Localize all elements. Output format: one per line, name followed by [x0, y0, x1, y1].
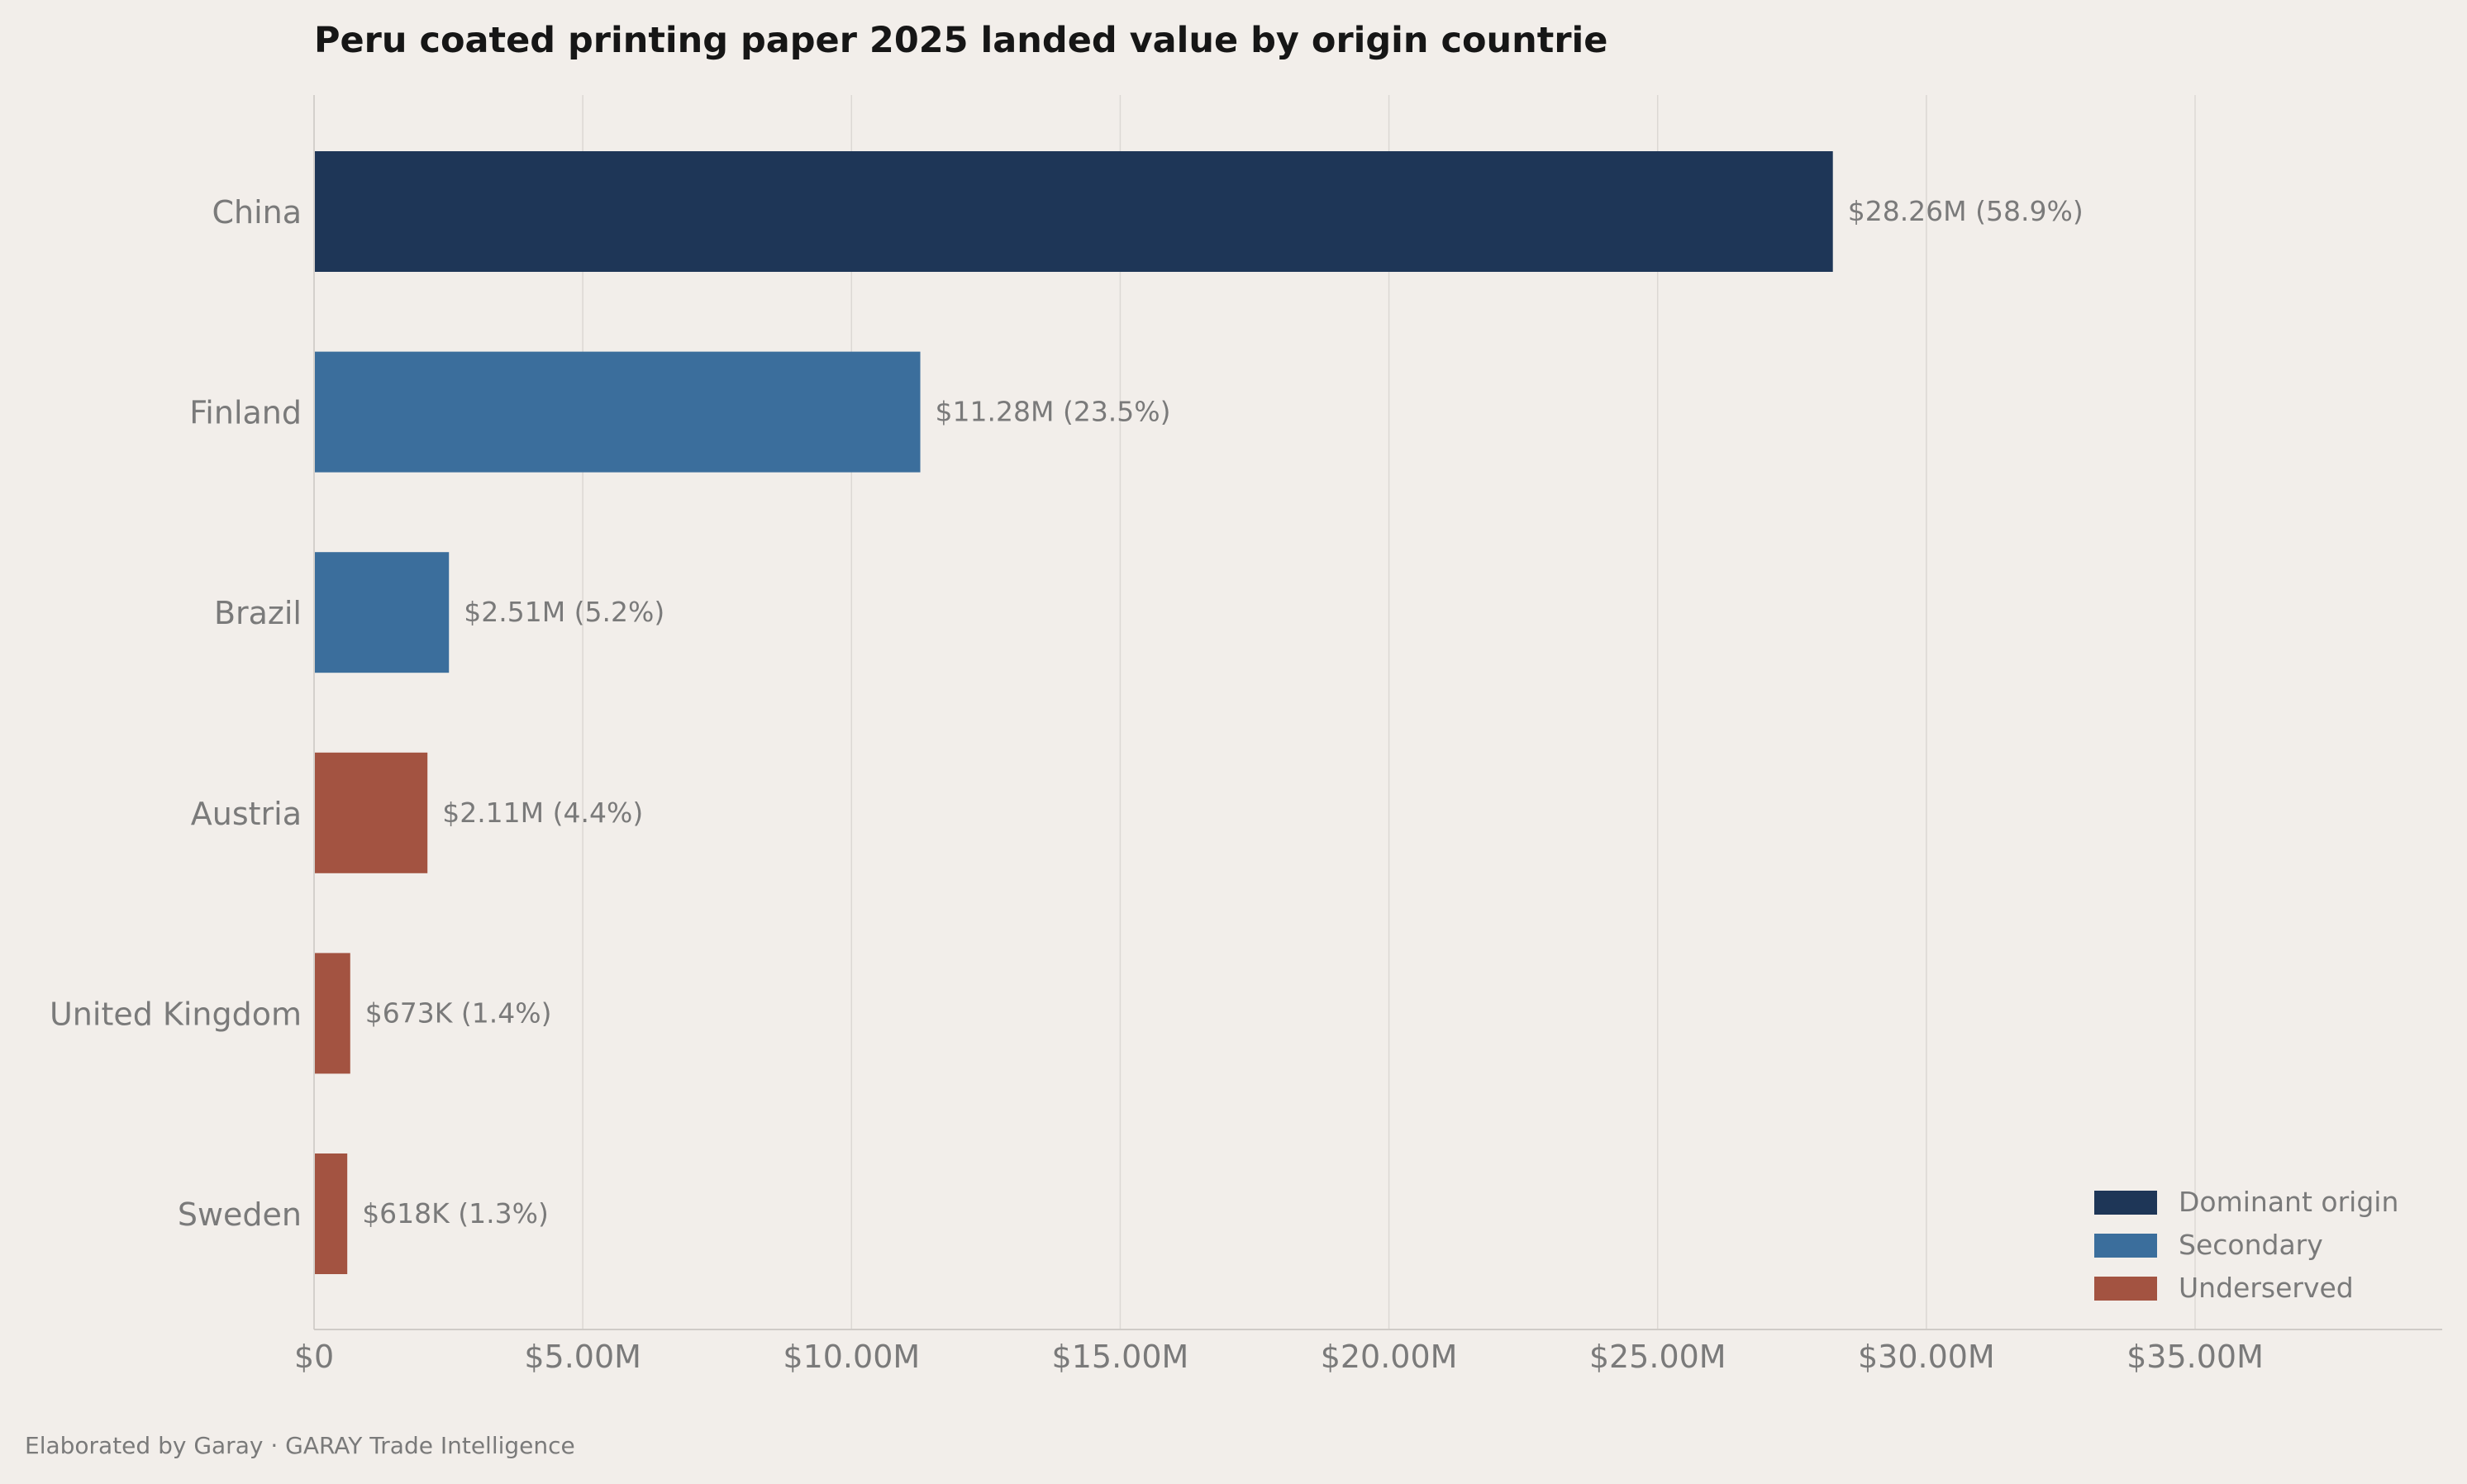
category-label: Austria	[191, 796, 302, 832]
x-tick-labels: $0 $5.00M $10.00M $15.00M $20.00M $25.00M $30.…	[294, 1339, 2264, 1375]
chart-title: Peru coated printing paper 2025 landed v…	[314, 20, 1607, 61]
value-label: $2.11M (4.4%)	[442, 797, 643, 829]
category-label: China	[212, 194, 302, 231]
bar-china	[314, 151, 1833, 272]
category-label: Sweden	[178, 1196, 302, 1233]
value-label: $11.28M (23.5%)	[936, 396, 1171, 428]
bar-sweden	[314, 1153, 348, 1274]
axes	[313, 95, 2442, 1330]
value-label: $618K (1.3%)	[362, 1197, 549, 1230]
legend-label: Secondary	[2179, 1229, 2323, 1261]
category-label: Finland	[189, 395, 302, 431]
legend-swatch	[2094, 1277, 2157, 1301]
category-label: Brazil	[214, 595, 302, 631]
footer-credit: Elaborated by Garay · GARAY Trade Intell…	[25, 1432, 575, 1459]
category-labels: China Finland Brazil Austria United Kingdom S…	[50, 194, 302, 1233]
legend-label: Underserved	[2179, 1272, 2354, 1304]
x-tick-label: $0	[294, 1339, 334, 1375]
legend: Dominant origin Secondary Underserved	[2094, 1186, 2398, 1304]
value-label: $2.51M (5.2%)	[464, 596, 664, 628]
legend-swatch	[2094, 1191, 2157, 1215]
value-label: $673K (1.4%)	[365, 996, 552, 1029]
x-tick-label: $35.00M	[2126, 1339, 2264, 1375]
x-tick-label: $20.00M	[1321, 1339, 1458, 1375]
bar-austria	[314, 752, 428, 873]
x-tick-label: $30.00M	[1858, 1339, 1995, 1375]
legend-label: Dominant origin	[2179, 1186, 2398, 1218]
x-tick-label: $10.00M	[783, 1339, 920, 1375]
bar-brazil	[314, 552, 450, 673]
x-tick-label: $15.00M	[1052, 1339, 1189, 1375]
value-label: $28.26M (58.9%)	[1848, 195, 2084, 227]
legend-swatch	[2094, 1234, 2157, 1258]
x-tick-label: $5.00M	[524, 1339, 641, 1375]
value-labels: $28.26M (58.9%) $11.28M (23.5%) $2.51M (5.…	[362, 195, 2084, 1230]
bars	[314, 151, 1833, 1274]
x-tick-label: $25.00M	[1589, 1339, 1726, 1375]
bar-finland	[314, 351, 921, 473]
category-label: United Kingdom	[50, 996, 302, 1032]
grid-lines	[582, 95, 2196, 1329]
bar-united-kingdom	[314, 953, 350, 1074]
